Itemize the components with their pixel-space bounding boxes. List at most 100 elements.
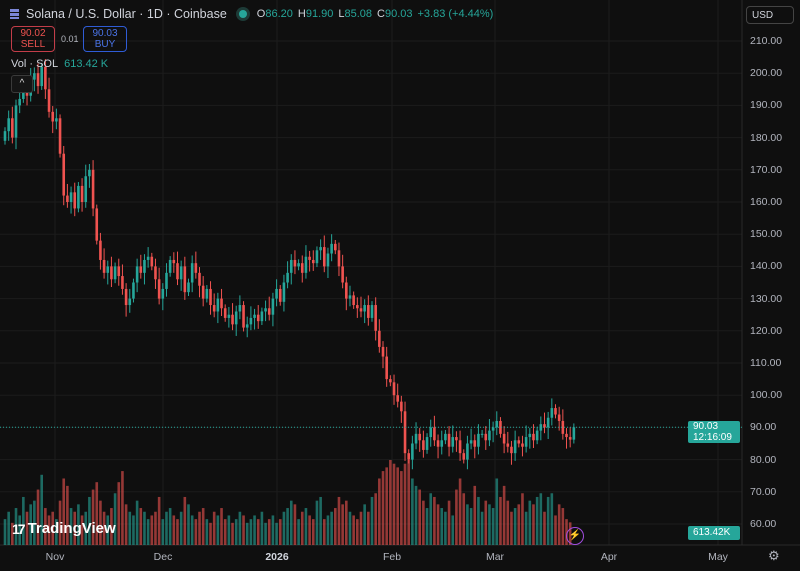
candle [568,437,572,440]
candle [495,420,499,428]
volume-bar [436,504,440,545]
candle [88,169,91,177]
volume-bar [473,485,477,545]
candle [319,247,322,251]
candle [286,272,289,283]
lightning-icon[interactable]: ⚡ [566,527,584,545]
volume-bar [510,511,513,545]
candle [91,169,95,209]
candle [275,288,278,299]
candle [385,356,388,380]
candle [528,433,532,438]
candle [18,98,21,106]
currency-selector[interactable]: USD [746,6,794,24]
candle [253,314,256,318]
volume-bar [124,504,128,545]
volume-bar [121,471,124,545]
volume-bar [506,500,510,545]
price-tick: 90.00 [750,421,777,434]
candle [433,427,436,441]
volume-bar [561,508,565,545]
volume-bar [400,471,403,545]
low-value: L85.08 [338,8,373,20]
candle [521,443,524,447]
volume-bar [99,500,102,545]
volume-bar [216,515,220,545]
buy-button[interactable]: 90.03 BUY [83,26,127,52]
sell-button[interactable]: 90.02 SELL [11,26,55,52]
volume-bar [187,504,190,545]
candle [367,305,370,318]
volume-bar [278,519,282,545]
price-tick: 170.00 [750,163,783,176]
candle [334,243,337,251]
candle [139,266,143,273]
candle [565,433,568,438]
volume-bar [95,482,99,545]
volume-bars [3,460,572,545]
volume-bar [110,508,113,545]
candle [532,433,535,441]
settings-icon[interactable]: ⚙ [768,548,780,563]
candle [436,440,440,447]
candle [289,259,293,273]
time-tick: Dec [153,551,173,563]
candle [99,240,102,260]
candle [330,243,333,254]
candle [165,272,168,289]
buy-price: 90.03 [92,28,118,39]
volume-bar [51,511,55,545]
candle [418,433,422,441]
volume-bar [403,463,407,545]
volume-bar [378,478,381,545]
grid [0,0,742,545]
candle [363,305,366,312]
candle [510,446,513,454]
candle [502,433,506,444]
candle [168,259,172,273]
volume-bar [223,519,227,545]
candle [33,73,36,80]
volume-bar [238,511,242,545]
tradingview-logo[interactable]: 17 TradingView [12,520,116,537]
volume-bar [297,519,300,545]
candle [513,440,517,454]
candle [198,272,201,286]
price-tick: 190.00 [750,99,783,112]
candle [194,263,198,273]
candle [146,256,150,260]
volume-bar [80,515,84,545]
volume-legend[interactable]: Vol · SOL 613.42 K [11,58,108,70]
symbol-header[interactable]: Solana / U.S. Dollar · 1D · Coinbase O86… [10,7,498,21]
volume-bar [69,508,73,545]
volume-bar [513,508,517,545]
candle [117,266,121,277]
candle [14,105,18,138]
symbol-icon [10,9,19,19]
volume-bar [451,515,455,545]
candle [179,266,183,280]
candle [231,314,234,325]
volume-bar [381,471,385,545]
candle [7,118,10,132]
candle [572,427,576,440]
candle [55,118,58,122]
candle [326,253,330,267]
candle [212,305,216,312]
candle [260,311,264,322]
candle [66,195,69,202]
volume-bar [172,515,176,545]
candle [440,440,444,447]
volume-bar [491,508,495,545]
candle [190,263,194,283]
candle [297,263,300,267]
volume-bar [198,511,201,545]
candle [304,256,308,273]
time-tick: Feb [382,551,402,563]
candle [187,282,190,293]
candle [517,440,521,444]
collapse-legend-button[interactable]: ^ [11,75,33,93]
candle [172,259,176,264]
volume-bar [367,511,370,545]
